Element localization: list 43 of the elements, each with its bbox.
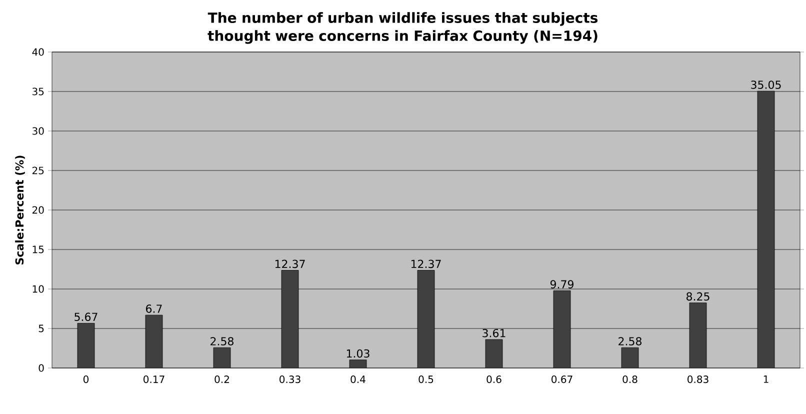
bar xyxy=(485,339,503,368)
data-label: 6.7 xyxy=(146,304,162,313)
bar xyxy=(77,323,95,368)
chart-title: The number of urban wildlife issues that subjects thought were concerns in Fairfax County (N=194) xyxy=(208,12,598,44)
data-label: 35.05 xyxy=(751,80,781,89)
data-label: 3.61 xyxy=(482,328,506,338)
bar xyxy=(757,90,775,368)
y-tick-label: 30 xyxy=(32,127,44,135)
y-tick-label: 0 xyxy=(38,364,44,372)
data-label: 2.58 xyxy=(210,337,234,346)
y-tick-label: 20 xyxy=(32,206,44,214)
bar xyxy=(145,314,163,368)
x-tick-label: 0.4 xyxy=(350,376,366,384)
data-label: 12.37 xyxy=(411,260,441,268)
bar xyxy=(281,270,299,368)
x-tick-label: 0.6 xyxy=(486,376,502,384)
bar xyxy=(621,347,639,368)
y-tick-label: 5 xyxy=(38,324,44,332)
data-label: 9.79 xyxy=(550,280,574,288)
bar xyxy=(417,270,435,368)
data-label: 2.58 xyxy=(618,337,642,346)
y-tick-label: 15 xyxy=(32,246,44,254)
y-axis-title: Scale:Percent (%) xyxy=(15,156,25,264)
bar xyxy=(689,302,707,368)
y-tick-label: 40 xyxy=(32,48,44,56)
y-tick-label: 35 xyxy=(32,88,44,96)
y-tick-label: 10 xyxy=(32,285,44,293)
x-tick-label: 0.67 xyxy=(552,376,572,384)
y-tick-label: 25 xyxy=(32,166,44,174)
x-tick-label: 0.33 xyxy=(280,376,300,384)
bar xyxy=(553,290,571,368)
x-tick-label: 0 xyxy=(83,376,89,384)
x-tick-label: 0.8 xyxy=(622,376,638,384)
x-tick-label: 0.5 xyxy=(418,376,434,384)
data-label: 5.67 xyxy=(74,312,98,322)
x-tick-label: 1 xyxy=(764,376,768,383)
data-label: 8.25 xyxy=(686,292,710,301)
x-tick-label: 0.2 xyxy=(214,376,229,384)
data-label: 12.37 xyxy=(275,260,305,268)
bar xyxy=(213,347,231,368)
data-label: 1.03 xyxy=(346,349,370,358)
x-tick-label: 0.17 xyxy=(144,376,164,384)
x-tick-label: 0.83 xyxy=(688,376,708,384)
